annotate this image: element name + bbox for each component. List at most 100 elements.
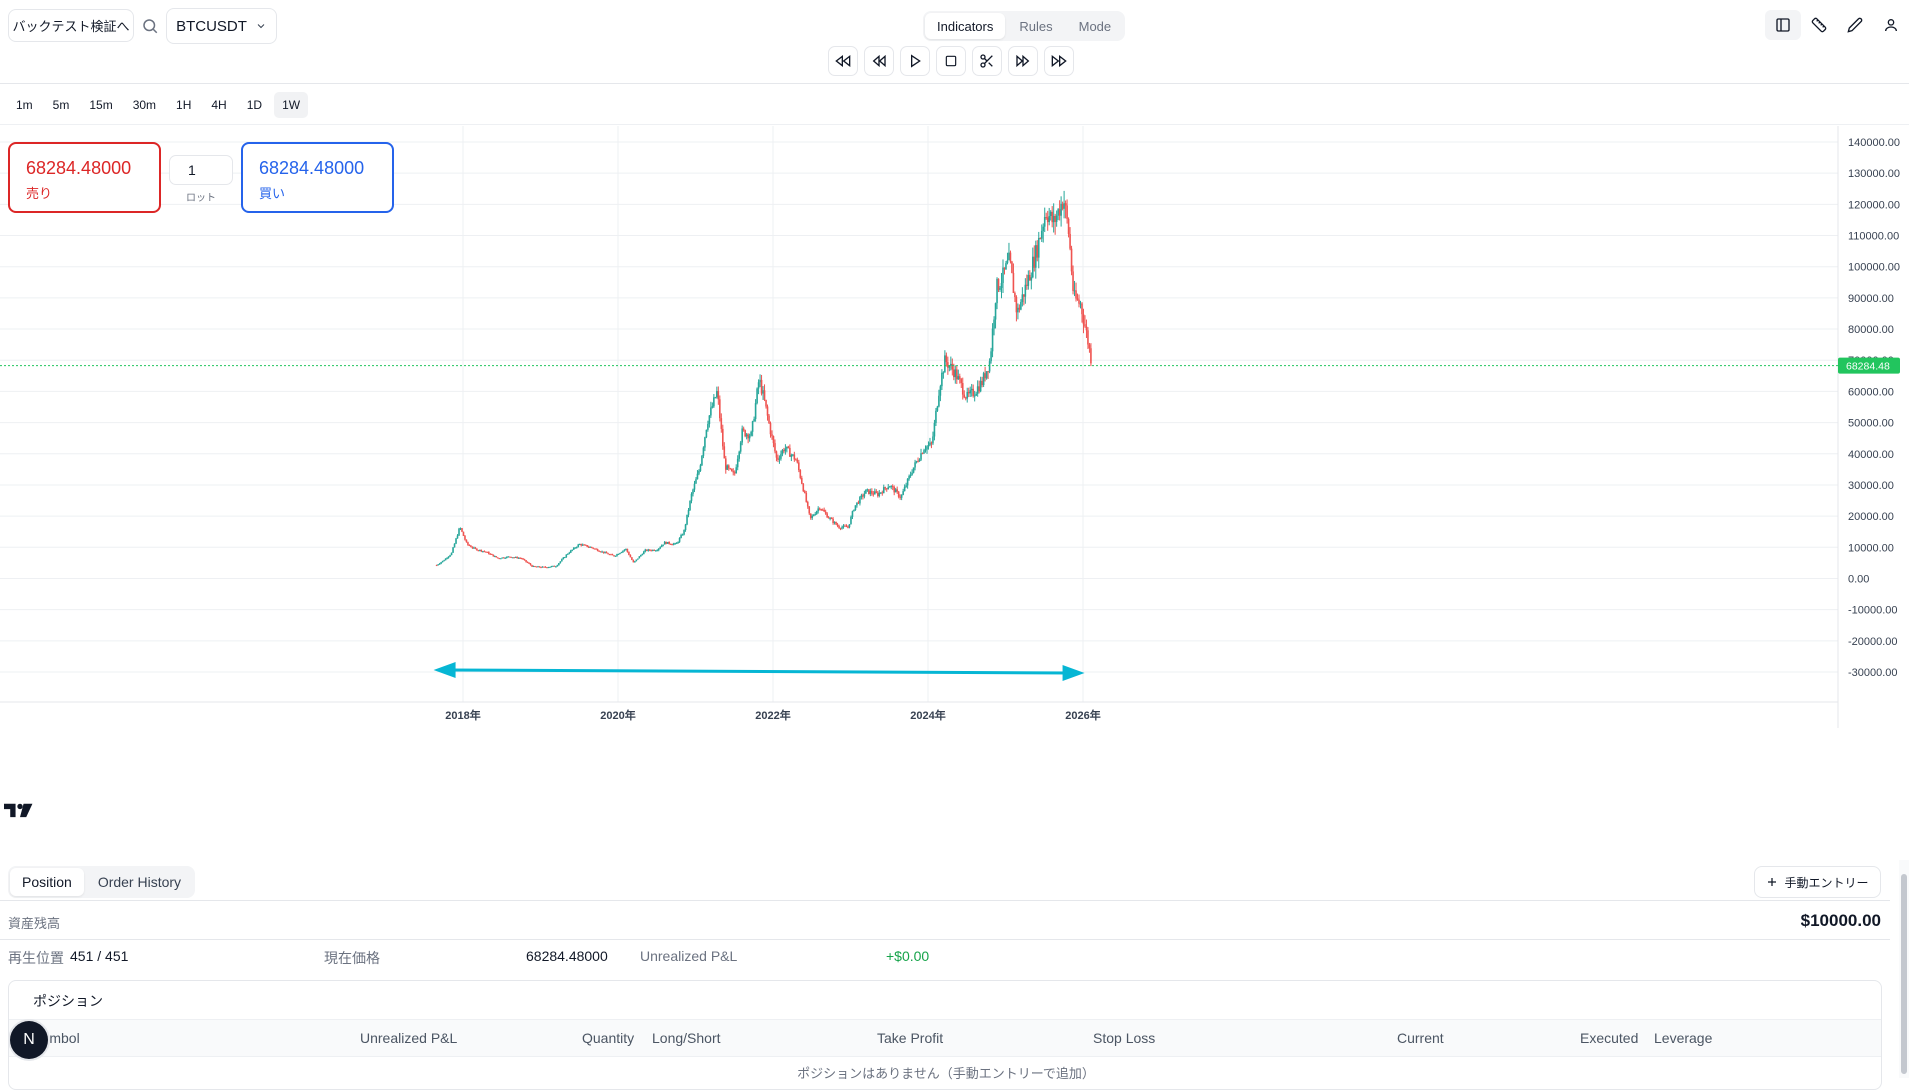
candle-body xyxy=(672,543,675,545)
candle-body xyxy=(888,486,891,488)
candle-body xyxy=(955,369,958,380)
candle-body xyxy=(532,566,535,568)
timeframe-1m[interactable]: 1m xyxy=(16,97,33,112)
candle-body xyxy=(634,561,636,563)
candle-body xyxy=(730,468,733,472)
plus-icon xyxy=(1768,878,1777,886)
candle-body xyxy=(999,287,1001,290)
stop-button[interactable] xyxy=(936,46,966,76)
candle-body xyxy=(899,496,901,498)
chart-canvas[interactable]: 140000.00130000.00120000.00110000.001000… xyxy=(0,126,1909,858)
candle-body xyxy=(710,407,712,416)
range-arrow-left-head xyxy=(433,662,456,678)
balance-row: 資産残高 $10000.00 xyxy=(0,900,1890,940)
tab-order-history[interactable]: Order History xyxy=(97,874,182,890)
step-back-button[interactable] xyxy=(864,46,894,76)
avatar[interactable]: N xyxy=(10,1021,48,1059)
panel-toggle-button[interactable] xyxy=(1765,10,1801,40)
timeframe-5m[interactable]: 5m xyxy=(52,97,70,112)
play-button[interactable] xyxy=(900,46,930,76)
manual-entry-button[interactable]: 手動エントリー xyxy=(1754,866,1881,898)
candle-body xyxy=(863,493,866,497)
y-tick-label: 80000.00 xyxy=(1848,324,1894,336)
symbol-select[interactable]: BTCUSDT xyxy=(166,8,277,44)
step-forward-button[interactable] xyxy=(1008,46,1038,76)
candle-body xyxy=(593,548,596,550)
candle-body xyxy=(571,549,574,551)
search-icon[interactable] xyxy=(141,17,159,35)
candle-body xyxy=(643,551,645,555)
y-tick-label: 90000.00 xyxy=(1848,293,1894,305)
candle-body xyxy=(1012,272,1015,294)
timeframe-30m[interactable]: 30m xyxy=(132,97,157,112)
tab-position[interactable]: Position xyxy=(10,868,84,896)
cut-button[interactable] xyxy=(972,46,1002,76)
candle-body xyxy=(543,566,545,568)
timeframe-4h[interactable]: 4H xyxy=(211,97,227,112)
candle-body xyxy=(821,509,824,511)
candle-body xyxy=(765,399,767,407)
timeframe-1h[interactable]: 1H xyxy=(176,97,192,112)
y-tick-label: 140000.00 xyxy=(1848,137,1900,149)
candle-body xyxy=(768,415,770,424)
backtest-button[interactable]: バックテスト検証へ xyxy=(8,9,134,42)
candle-body xyxy=(854,505,857,510)
candle-body xyxy=(575,546,578,548)
sell-label: 売り xyxy=(26,186,53,201)
candle-body xyxy=(629,554,632,558)
segment-indicators[interactable]: Indicators xyxy=(925,13,1006,39)
candle-body xyxy=(1017,307,1019,313)
y-tick-label: 130000.00 xyxy=(1848,168,1900,180)
candle-body xyxy=(590,546,593,548)
candle-body xyxy=(1070,248,1073,272)
candle-body xyxy=(550,566,553,568)
price-chart[interactable]: 140000.00 130000.00 120000.00 110000.00 1000… xyxy=(0,126,1909,858)
scrollbar-thumb[interactable] xyxy=(1901,874,1907,1074)
candle-body xyxy=(964,397,967,399)
skip-to-start-button[interactable] xyxy=(828,46,858,76)
candle-body xyxy=(723,446,726,459)
candle-body xyxy=(437,564,439,566)
candle-body xyxy=(614,555,617,557)
segment-mode[interactable]: Mode xyxy=(1078,18,1112,34)
candle-body xyxy=(610,554,612,556)
timeframe-15m[interactable]: 15m xyxy=(89,97,113,112)
candle-body xyxy=(1046,217,1049,223)
candle-body xyxy=(648,549,651,551)
timeframe-1w[interactable]: 1W xyxy=(274,91,309,118)
candle-body xyxy=(897,491,900,497)
draw-button[interactable] xyxy=(1837,10,1873,40)
candle-body xyxy=(1000,283,1003,288)
candle-body xyxy=(942,372,945,374)
timeframe-1d[interactable]: 1D xyxy=(246,97,263,112)
candle-body xyxy=(605,552,608,554)
candle-body xyxy=(714,397,717,399)
candle-body xyxy=(617,553,620,555)
candle-body xyxy=(656,550,659,552)
sell-button[interactable]: 68284.48000 売り xyxy=(8,142,161,213)
candle-body xyxy=(1045,217,1048,219)
buy-button[interactable]: 68284.48000 買い xyxy=(241,142,394,213)
y-tick-label: -10000.00 xyxy=(1848,605,1898,617)
candle-body xyxy=(623,549,626,551)
candle-body xyxy=(541,566,544,568)
lot-input[interactable]: 1 xyxy=(169,155,233,185)
candle-body xyxy=(957,376,960,380)
ruler-button[interactable] xyxy=(1801,10,1837,40)
candle-body xyxy=(701,455,703,466)
candle-body xyxy=(698,470,700,474)
range-arrow-right-head xyxy=(1062,665,1085,681)
candle-body xyxy=(932,436,934,444)
candle-body xyxy=(778,458,781,460)
segment-rules[interactable]: Rules xyxy=(1019,18,1053,34)
tradingview-logo[interactable] xyxy=(4,802,36,818)
candle-body xyxy=(1075,290,1077,299)
candle-body xyxy=(613,555,615,557)
skip-to-end-button[interactable] xyxy=(1044,46,1074,76)
candle-body xyxy=(994,303,997,320)
candle-body xyxy=(941,372,943,387)
user-button[interactable] xyxy=(1873,10,1909,40)
candle-body xyxy=(444,558,447,561)
candle-body xyxy=(841,527,843,529)
candle-body xyxy=(757,382,760,389)
